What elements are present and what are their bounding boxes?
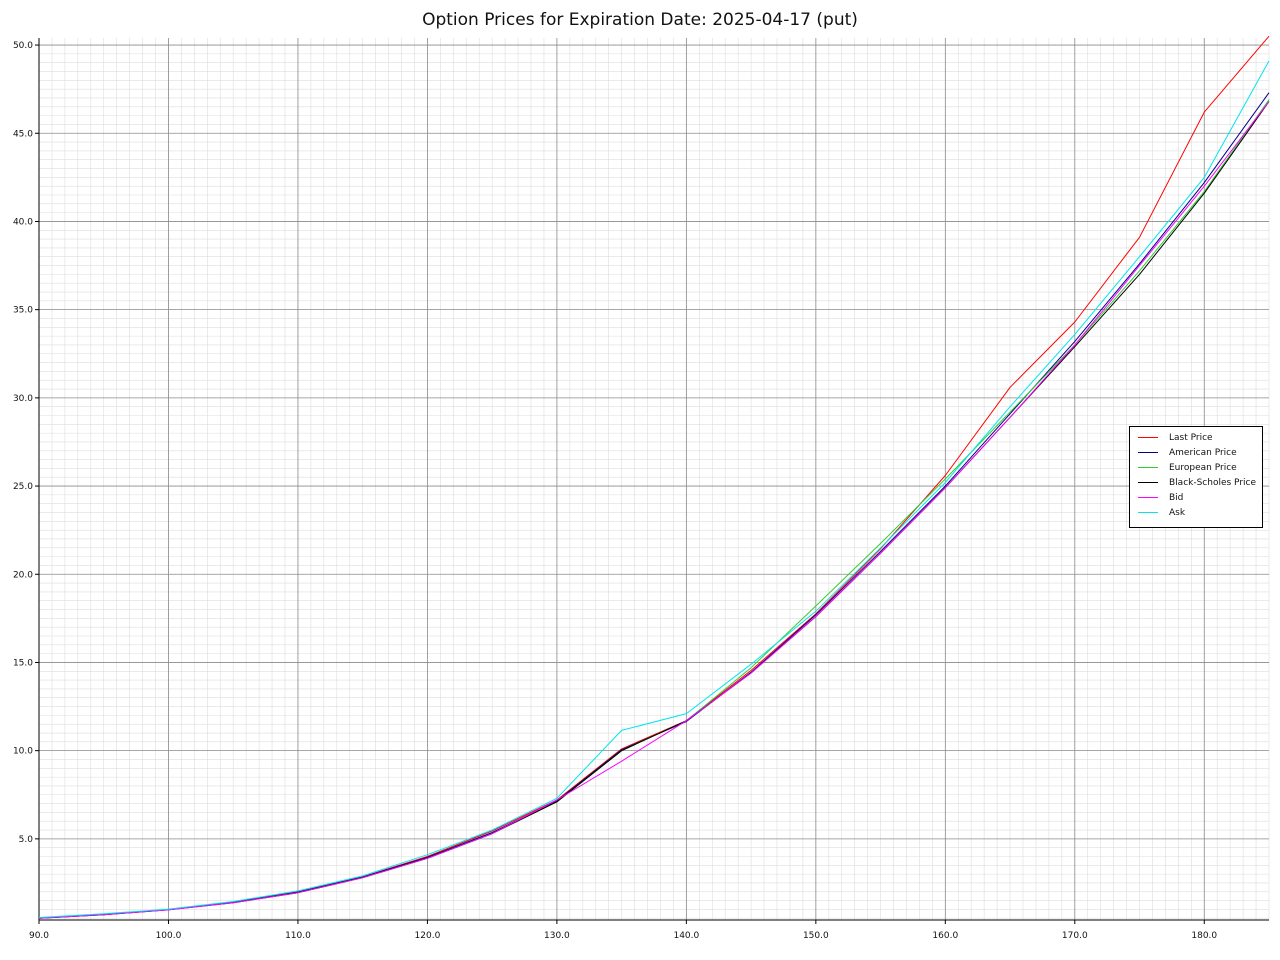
legend-item-ask: Ask [1138, 505, 1262, 520]
legend-label: Last Price [1169, 432, 1213, 443]
series-line-european-price [38, 99, 1270, 919]
y-tick-label: 30.0 [13, 394, 33, 404]
legend-swatch [1138, 497, 1158, 498]
legend-swatch [1138, 467, 1158, 468]
legend: Last Price American Price European Price Bl… [1129, 426, 1263, 528]
chart-title: Option Prices for Expiration Date: 2025-… [422, 10, 858, 30]
series-line-american-price [38, 92, 1270, 919]
legend-item-american-price: American Price [1138, 445, 1262, 460]
y-tick-label: 10.0 [13, 747, 33, 757]
legend-swatch [1138, 512, 1158, 513]
legend-swatch [1138, 437, 1158, 438]
legend-swatch [1138, 452, 1158, 453]
legend-label: American Price [1169, 447, 1237, 458]
series-line-bid [38, 101, 1270, 919]
series-line-black-scholes-price [38, 101, 1270, 919]
x-tick-label: 150.0 [803, 931, 829, 941]
legend-label: Black-Scholes Price [1169, 477, 1257, 488]
x-tick-label: 100.0 [156, 931, 182, 941]
y-tick-label: 50.0 [13, 41, 33, 51]
x-tick-label: 180.0 [1191, 931, 1217, 941]
x-tick-label: 140.0 [673, 931, 699, 941]
x-tick-label: 110.0 [285, 931, 311, 941]
y-tick-label: 35.0 [13, 306, 33, 316]
legend-item-black-scholes-price: Black-Scholes Price [1138, 475, 1262, 490]
y-tick-label: 45.0 [13, 129, 33, 139]
y-tick-label: 25.0 [13, 482, 33, 492]
y-tick-label: 20.0 [13, 570, 33, 580]
x-tick-label: 130.0 [544, 931, 570, 941]
series-line-ask [38, 60, 1270, 918]
legend-swatch [1138, 482, 1158, 483]
x-tick-label: 170.0 [1062, 931, 1088, 941]
y-tick-label: 40.0 [13, 217, 33, 227]
legend-label: Bid [1169, 492, 1184, 503]
legend-label: Ask [1169, 507, 1186, 518]
x-tick-label: 160.0 [932, 931, 958, 941]
y-tick-label: 15.0 [13, 658, 33, 668]
legend-label: European Price [1169, 462, 1237, 473]
legend-item-bid: Bid [1138, 490, 1262, 505]
y-tick-label: 5.0 [19, 835, 34, 845]
x-tick-label: 120.0 [415, 931, 441, 941]
legend-item-european-price: European Price [1138, 460, 1262, 475]
x-tick-label: 90.0 [29, 931, 49, 941]
legend-item-last-price: Last Price [1138, 430, 1262, 445]
